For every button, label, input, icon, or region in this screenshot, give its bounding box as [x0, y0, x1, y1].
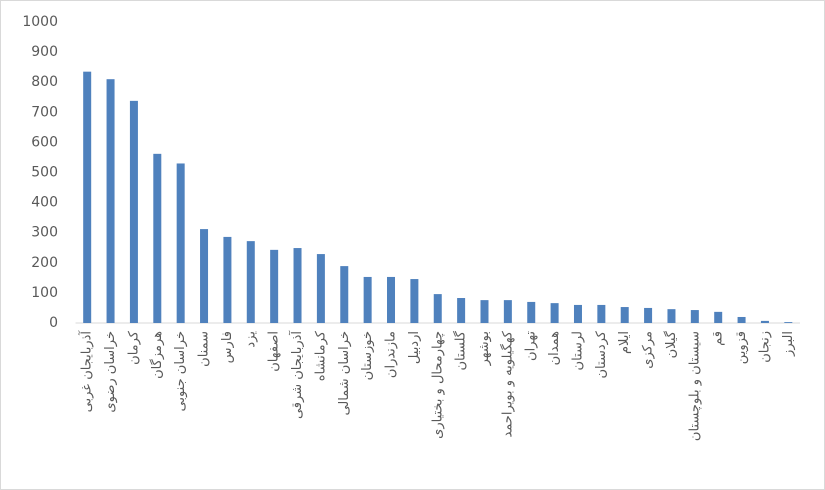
x-tick-label: ایلام — [617, 331, 632, 354]
x-tick-label: تهران — [524, 331, 539, 361]
x-tick-label: البرز — [781, 331, 796, 357]
bar — [784, 322, 793, 323]
bar — [690, 310, 699, 323]
x-tick-label: مرکزی — [641, 331, 656, 369]
bar — [480, 300, 489, 323]
y-tick-label: 300 — [31, 225, 58, 241]
y-tick-label: 900 — [31, 44, 58, 60]
bar — [316, 254, 325, 323]
bar — [503, 300, 512, 323]
bar — [293, 248, 302, 323]
bar — [597, 304, 606, 323]
x-tick-label: اردبیل — [407, 331, 422, 364]
x-tick-label: مازندران — [384, 331, 399, 378]
bar — [83, 71, 92, 323]
y-tick-label: 0 — [49, 315, 58, 331]
x-tick-label: گیلان — [663, 330, 679, 358]
bar — [573, 304, 582, 323]
bar — [153, 153, 162, 323]
bar — [363, 276, 372, 323]
bar — [340, 266, 349, 323]
bar — [106, 79, 115, 323]
x-tick-label: قزوین — [734, 331, 749, 364]
bar — [457, 298, 466, 323]
bar — [410, 279, 419, 323]
bar — [223, 236, 232, 323]
x-tick-label: قم — [711, 331, 726, 346]
bar — [550, 303, 559, 323]
bar — [667, 309, 676, 323]
y-tick-label: 1000 — [22, 14, 58, 30]
bar — [527, 301, 536, 323]
x-tick-label: سمنان — [197, 331, 212, 367]
x-tick-label: فارس — [220, 331, 235, 363]
bar — [129, 100, 138, 323]
bar — [737, 316, 746, 323]
x-tick-label: آذربایجان غربی — [78, 330, 95, 413]
x-tick-label: خوزستان — [360, 331, 375, 380]
y-tick-label: 400 — [31, 195, 58, 211]
x-tick-label: خراسان جنوبی — [173, 331, 188, 411]
bar — [176, 163, 185, 323]
y-tick-label: 200 — [31, 255, 58, 271]
bar — [270, 249, 279, 323]
y-tick-label: 100 — [31, 285, 58, 301]
x-tick-label: گلستان — [453, 330, 469, 370]
bar — [246, 241, 255, 323]
y-tick-label: 700 — [31, 104, 58, 120]
x-tick-label: هرمزگان — [149, 331, 165, 379]
x-tick-label: بوشهر — [477, 331, 492, 366]
bar — [760, 320, 769, 323]
bar — [387, 276, 396, 323]
x-tick-label: سیستان و بلوچستان — [687, 331, 702, 441]
x-tick-label: یزد — [243, 331, 258, 348]
bar — [644, 307, 653, 323]
x-tick-label: اصفهان — [267, 331, 282, 372]
x-tick-label: خراسان رضوی — [103, 331, 118, 413]
x-tick-label: کرمان — [126, 330, 141, 365]
y-tick-label: 800 — [31, 74, 58, 90]
y-tick-label: 600 — [31, 134, 58, 150]
bar — [714, 311, 723, 323]
x-tick-label: کهگیلویه و بویراحمد — [499, 330, 515, 437]
bar — [620, 307, 629, 323]
x-tick-label: لرستان — [570, 331, 585, 370]
x-tick-label: کرمانشاه — [313, 330, 328, 381]
x-tick-label: کردستان — [594, 330, 609, 378]
x-tick-label: چهارمحال و بختیاری — [430, 331, 445, 439]
bar — [433, 294, 442, 323]
x-tick-label: خراسان شمالی — [337, 331, 352, 416]
x-tick-label: همدان — [547, 331, 562, 365]
x-tick-label: زنجان — [757, 331, 772, 363]
bar — [200, 229, 209, 323]
x-tick-label: آذربایجان شرقی — [288, 330, 305, 419]
y-tick-label: 500 — [31, 165, 58, 181]
